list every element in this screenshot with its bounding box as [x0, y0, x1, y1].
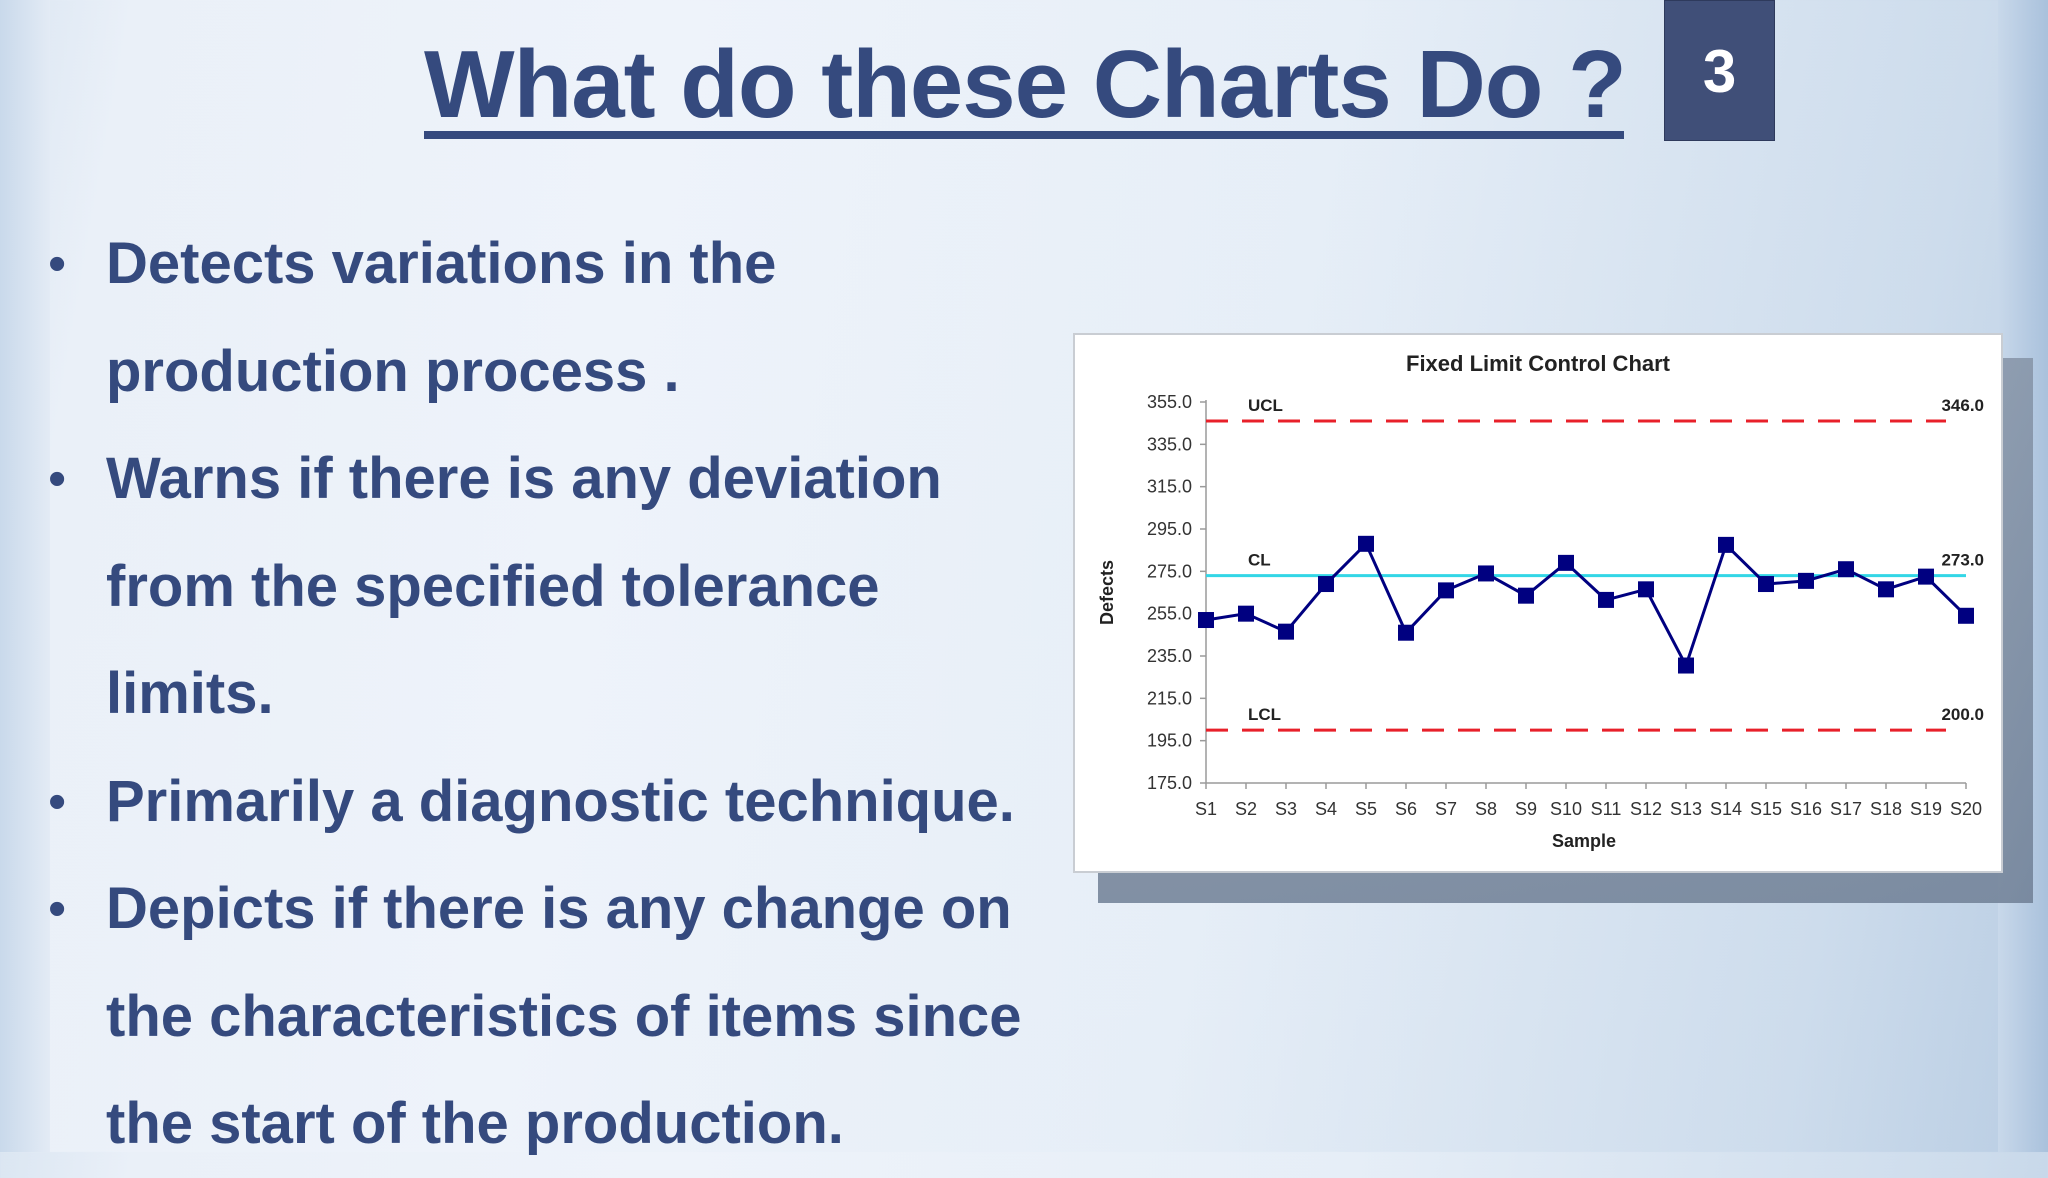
- data-point-marker: [1918, 568, 1934, 585]
- x-tick-label: S17: [1830, 799, 1862, 819]
- cl-label: CL: [1248, 551, 1271, 570]
- y-tick-label: 235.0: [1147, 646, 1192, 666]
- data-point-marker: [1358, 535, 1374, 552]
- y-tick-label: 175.0: [1147, 773, 1192, 793]
- control-chart: Fixed Limit Control Chart 355.0 335.0 315.0…: [1073, 333, 2003, 873]
- lcl-label: LCL: [1248, 705, 1281, 724]
- data-point-marker: [1198, 612, 1214, 629]
- y-tick-label: 295.0: [1147, 519, 1192, 539]
- y-tick-label: 215.0: [1147, 688, 1192, 708]
- bullet-item: • Depicts if there is any change on the ch…: [40, 855, 1060, 1178]
- x-tick-label: S13: [1670, 799, 1702, 819]
- x-tick-label: S7: [1435, 799, 1457, 819]
- chart-title: Fixed Limit Control Chart: [1406, 351, 1671, 376]
- data-point-marker: [1398, 624, 1414, 641]
- bullet-text-line: production process .: [106, 338, 680, 404]
- y-axis-label: Defects: [1097, 560, 1117, 625]
- title-underline: [424, 131, 1624, 139]
- x-tick-label: S19: [1910, 799, 1942, 819]
- x-tick-label: S18: [1870, 799, 1902, 819]
- bullet-icon: •: [48, 235, 67, 293]
- data-point-marker: [1878, 581, 1894, 598]
- x-tick-label: S20: [1950, 799, 1982, 819]
- data-point-marker: [1438, 582, 1454, 599]
- bullet-text-line: Warns if there is any deviation: [106, 446, 942, 511]
- bullet-text-line: Depicts if there is any change on: [106, 876, 1012, 941]
- ucl-value-label: 346.0: [1941, 396, 1984, 415]
- x-tick-label: S11: [1591, 799, 1622, 819]
- bullet-icon: •: [48, 772, 67, 831]
- lcl-value-label: 200.0: [1941, 705, 1984, 724]
- bullet-text-line: from the specified tolerance: [106, 553, 880, 619]
- x-tick-label: S5: [1355, 799, 1377, 819]
- bullet-text-line: the characteristics of items since: [106, 983, 1022, 1049]
- data-point-marker: [1558, 554, 1574, 571]
- data-point-marker: [1958, 607, 1974, 624]
- data-point-marker: [1758, 576, 1774, 593]
- bullet-icon: •: [48, 450, 67, 508]
- slide-number-badge: 3: [1664, 0, 1775, 141]
- slide-title: What do these Charts Do ?: [424, 31, 1627, 138]
- x-tick-label: S15: [1750, 799, 1782, 819]
- control-chart-svg: Fixed Limit Control Chart 355.0 335.0 315.0…: [1097, 351, 1984, 851]
- data-point-marker: [1278, 623, 1294, 640]
- y-tick-label: 335.0: [1147, 434, 1192, 454]
- data-point-marker: [1318, 576, 1334, 593]
- data-point-marker: [1518, 587, 1534, 604]
- y-tick-label: 195.0: [1147, 731, 1192, 751]
- data-point-marker: [1478, 565, 1494, 582]
- x-tick-label: S9: [1515, 799, 1537, 819]
- bullet-text-line: Detects variations in the: [106, 231, 777, 296]
- x-tick-label: S12: [1630, 799, 1662, 819]
- bullet-text-line: limits.: [106, 661, 274, 726]
- x-axis-label: Sample: [1552, 831, 1616, 851]
- data-point-marker: [1638, 581, 1654, 598]
- bullet-item: • Primarily a diagnostic technique.: [40, 748, 1060, 856]
- bullet-item: • Detects variations in the production pro…: [40, 210, 1060, 425]
- ucl-label: UCL: [1248, 396, 1283, 415]
- x-tick-label: S14: [1710, 799, 1742, 819]
- x-tick-label: S4: [1315, 799, 1337, 819]
- background-left-strip: [0, 0, 50, 1152]
- bullet-list: • Detects variations in the production pro…: [40, 210, 1060, 1178]
- data-point-marker: [1838, 561, 1854, 578]
- data-point-marker: [1718, 536, 1734, 553]
- y-tick-label: 315.0: [1147, 477, 1192, 497]
- y-tick-label: 355.0: [1147, 392, 1192, 412]
- bullet-icon: •: [48, 880, 67, 938]
- cl-value-label: 273.0: [1941, 551, 1984, 570]
- x-tick-label: S6: [1395, 799, 1417, 819]
- x-tick-label: S2: [1235, 799, 1257, 819]
- data-point-marker: [1238, 605, 1254, 622]
- x-tick-label: S8: [1475, 799, 1497, 819]
- y-tick-label: 275.0: [1147, 561, 1192, 581]
- bullet-text-line: the start of the production.: [106, 1091, 844, 1156]
- x-tick-label: S3: [1275, 799, 1297, 819]
- data-point-marker: [1678, 657, 1694, 674]
- data-point-marker: [1798, 572, 1814, 589]
- y-tick-label: 255.0: [1147, 604, 1192, 624]
- data-point-marker: [1598, 591, 1614, 608]
- x-tick-label: S1: [1195, 799, 1217, 819]
- x-tick-label: S16: [1790, 799, 1822, 819]
- x-tick-label: S10: [1550, 799, 1582, 819]
- bullet-text-line: Primarily a diagnostic technique.: [106, 768, 1015, 834]
- bullet-item: • Warns if there is any deviation from the…: [40, 425, 1060, 748]
